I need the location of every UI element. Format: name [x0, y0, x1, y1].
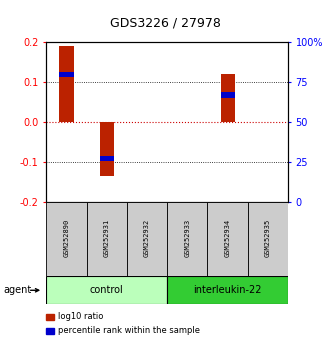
Bar	[220, 74, 235, 122]
FancyBboxPatch shape	[46, 202, 87, 276]
Text: GSM252931: GSM252931	[104, 218, 110, 257]
Bar	[220, 92, 235, 98]
Bar	[100, 122, 114, 176]
FancyBboxPatch shape	[167, 202, 208, 276]
Text: agent: agent	[3, 285, 31, 295]
Text: log10 ratio: log10 ratio	[58, 312, 103, 321]
Bar	[60, 46, 73, 122]
Text: GSM252933: GSM252933	[184, 218, 190, 257]
Text: GSM252890: GSM252890	[64, 218, 70, 257]
Text: GSM252935: GSM252935	[265, 218, 271, 257]
Bar	[167, 276, 288, 304]
Bar	[46, 314, 54, 320]
FancyBboxPatch shape	[248, 202, 288, 276]
FancyBboxPatch shape	[127, 202, 167, 276]
Text: GSM252932: GSM252932	[144, 218, 150, 257]
FancyBboxPatch shape	[87, 202, 127, 276]
Text: GDS3226 / 27978: GDS3226 / 27978	[110, 17, 221, 29]
Bar	[60, 72, 73, 77]
Text: interleukin-22: interleukin-22	[193, 285, 262, 295]
Bar	[100, 156, 114, 161]
Text: GSM252934: GSM252934	[224, 218, 231, 257]
Bar	[46, 276, 167, 304]
Text: percentile rank within the sample: percentile rank within the sample	[58, 326, 200, 336]
Bar	[46, 328, 54, 334]
Text: control: control	[90, 285, 123, 295]
FancyBboxPatch shape	[208, 202, 248, 276]
